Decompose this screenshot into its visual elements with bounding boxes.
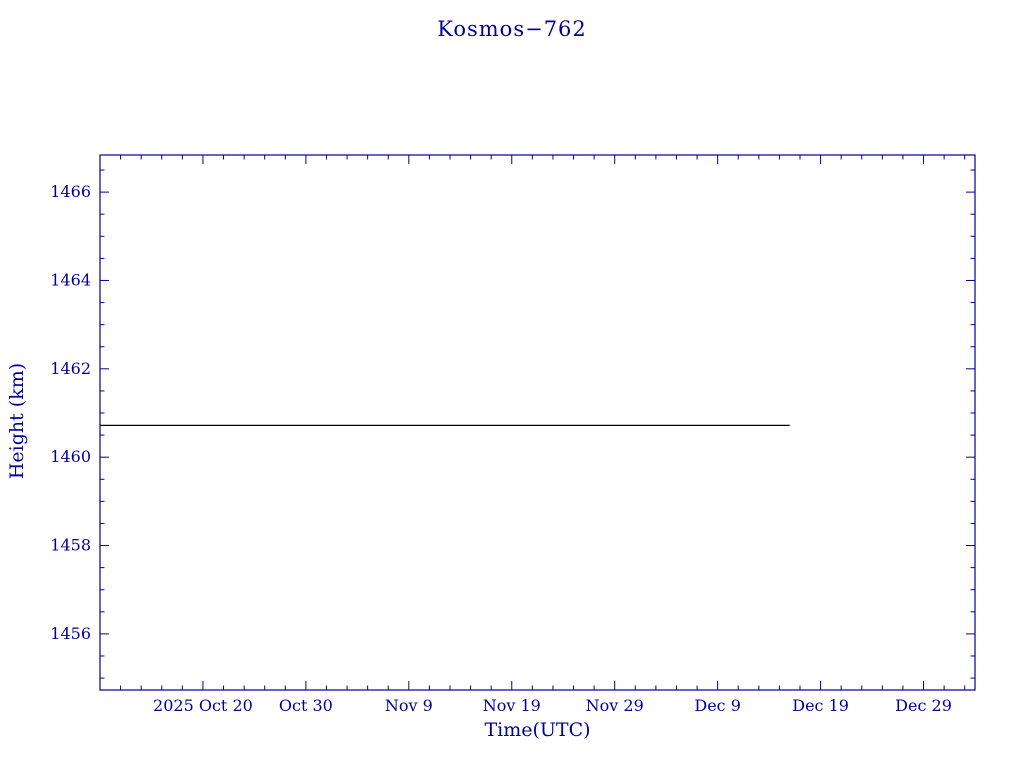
x-tick-label: Dec 9 [694, 696, 741, 715]
x-tick-label: Nov 19 [483, 696, 541, 715]
x-tick-label: Dec 29 [895, 696, 952, 715]
y-tick-label: 1460 [50, 447, 91, 466]
y-tick-label: 1464 [50, 270, 91, 289]
x-tick-label: Nov 29 [586, 696, 644, 715]
y-tick-label: 1456 [50, 624, 91, 643]
plot-frame [99, 154, 976, 691]
x-tick-label: 2025 Oct 20 [153, 696, 253, 715]
x-axis-label: Time(UTC) [484, 719, 591, 741]
x-tick-label: Dec 19 [792, 696, 849, 715]
x-tick-label: Oct 30 [279, 696, 333, 715]
y-tick-label: 1462 [50, 359, 91, 378]
y-tick-label: 1466 [50, 182, 91, 201]
chart-title: Kosmos−762 [437, 17, 587, 41]
x-tick-label: Nov 9 [385, 696, 433, 715]
y-tick-label: 1458 [50, 536, 91, 555]
